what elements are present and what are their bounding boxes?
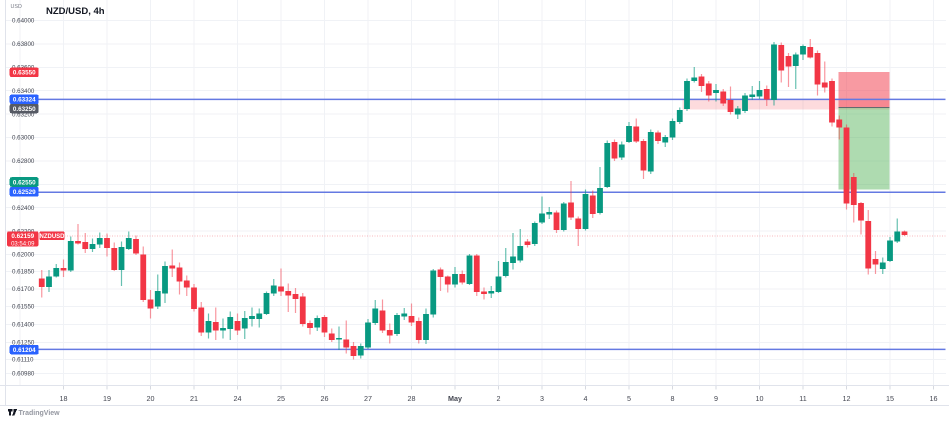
svg-text:NZDUSD: NZDUSD <box>40 234 66 240</box>
svg-text:0.61850: 0.61850 <box>12 269 35 276</box>
svg-text:27: 27 <box>364 394 372 403</box>
svg-text:0.63400: 0.63400 <box>12 88 35 95</box>
svg-text:0.62159: 0.62159 <box>11 233 34 240</box>
svg-text:20: 20 <box>147 394 155 403</box>
svg-text:0.60980: 0.60980 <box>12 371 35 378</box>
svg-text:2: 2 <box>497 394 501 403</box>
svg-text:25: 25 <box>277 394 285 403</box>
svg-text:May: May <box>448 394 462 403</box>
svg-text:TradingView: TradingView <box>19 410 61 417</box>
svg-text:9: 9 <box>714 394 718 403</box>
svg-text:5: 5 <box>627 394 631 403</box>
svg-text:0.61550: 0.61550 <box>12 304 35 311</box>
svg-text:12: 12 <box>843 394 851 403</box>
svg-text:NZD/USD, 4h: NZD/USD, 4h <box>46 6 105 17</box>
svg-text:16: 16 <box>930 394 938 403</box>
svg-text:0.63800: 0.63800 <box>12 41 35 48</box>
svg-text:0.62550: 0.62550 <box>13 179 36 186</box>
svg-text:USD: USD <box>11 4 22 10</box>
svg-text:0.62000: 0.62000 <box>12 252 35 259</box>
svg-text:8: 8 <box>671 394 675 403</box>
svg-text:03:54:09: 03:54:09 <box>11 241 35 247</box>
svg-text:0.61400: 0.61400 <box>12 322 35 329</box>
svg-text:10: 10 <box>756 394 764 403</box>
svg-text:21: 21 <box>190 394 198 403</box>
svg-text:0.62800: 0.62800 <box>12 158 35 165</box>
svg-text:0.61110: 0.61110 <box>12 357 34 364</box>
svg-text:15: 15 <box>886 394 894 403</box>
svg-text:19: 19 <box>103 394 111 403</box>
svg-text:3: 3 <box>540 394 544 403</box>
svg-text:0.62400: 0.62400 <box>12 205 35 212</box>
svg-text:18: 18 <box>60 394 68 403</box>
svg-text:0.62529: 0.62529 <box>13 189 36 196</box>
svg-text:0.64000: 0.64000 <box>12 18 35 25</box>
svg-text:0.63200: 0.63200 <box>12 111 35 118</box>
svg-text:0.63324: 0.63324 <box>13 97 36 104</box>
svg-text:28: 28 <box>408 394 416 403</box>
svg-text:24: 24 <box>234 394 242 403</box>
svg-text:0.63250: 0.63250 <box>13 106 36 113</box>
svg-text:0.61250: 0.61250 <box>12 340 35 347</box>
svg-text:0.63550: 0.63550 <box>13 70 36 77</box>
svg-text:26: 26 <box>321 394 329 403</box>
svg-text:0.61204: 0.61204 <box>13 347 36 354</box>
svg-text:0.61700: 0.61700 <box>12 286 35 293</box>
svg-text:11: 11 <box>799 394 806 403</box>
svg-text:4: 4 <box>584 394 588 403</box>
svg-text:0.63000: 0.63000 <box>12 135 35 142</box>
